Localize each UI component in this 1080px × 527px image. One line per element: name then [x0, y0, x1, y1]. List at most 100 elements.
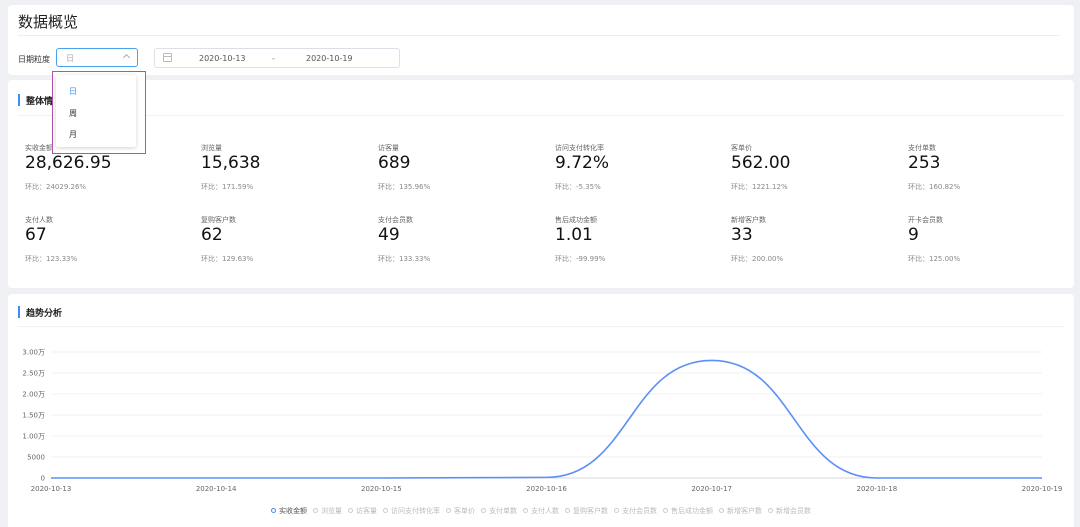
metric-value: 9.72%	[555, 153, 610, 173]
legend-dot-icon	[768, 507, 773, 513]
trend-panel: 趋势分析 0 5000 1.00万 1.50万 2.00万 2.50万 3.00万 2020-…	[8, 294, 1074, 527]
metric-value: 9	[908, 225, 919, 245]
legend-dot-icon	[271, 507, 276, 513]
legend-label: 浏览量	[321, 507, 342, 515]
metric-ratio: 环比：1221.12%	[731, 183, 788, 191]
legend-dot-icon	[719, 507, 724, 513]
legend-item[interactable]: 新增会员数	[768, 506, 811, 516]
overview-divider	[18, 115, 1064, 116]
metric-card: 支付人数 67 环比：123.33%	[25, 215, 185, 264]
metric-value: 28,626.95	[25, 153, 112, 173]
x-tick-label: 2020-10-19	[1022, 485, 1063, 493]
metric-card: 访客量 689 环比：135.96%	[378, 143, 538, 192]
y-tick-label: 2.00万	[22, 391, 45, 399]
legend-label: 新增客户数	[727, 507, 762, 515]
metric-card: 新增客户数 33 环比：200.00%	[731, 215, 891, 264]
date-end-input[interactable]: 2020-10-19	[306, 54, 353, 63]
dropdown-option-day[interactable]: 日	[69, 87, 77, 96]
legend-dot-icon	[565, 507, 570, 513]
legend-item[interactable]: 售后成功金额	[663, 506, 713, 516]
legend-dot-icon	[313, 507, 318, 513]
legend-item[interactable]: 实收金额	[271, 506, 307, 516]
page-title: 数据概览	[18, 13, 79, 31]
granularity-label: 日期粒度	[18, 55, 50, 64]
header-panel: 数据概览 日期粒度 日 2020-10-13 - 2020-10-19	[8, 5, 1074, 75]
granularity-select[interactable]: 日	[56, 48, 138, 67]
date-separator: -	[272, 54, 275, 63]
metric-card: 访问支付转化率 9.72% 环比：-5.35%	[555, 143, 715, 192]
legend-label: 支付会员数	[622, 507, 657, 515]
metric-value: 62	[201, 225, 223, 245]
metric-card: 支付单数 253 环比：160.82%	[908, 143, 1068, 192]
metric-ratio: 环比：125.00%	[908, 255, 961, 263]
legend-item[interactable]: 支付单数	[481, 506, 517, 516]
legend-dot-icon	[614, 507, 619, 513]
metric-ratio: 环比：24029.26%	[25, 183, 87, 191]
date-range-picker[interactable]: 2020-10-13 - 2020-10-19	[154, 48, 400, 68]
legend-dot-icon	[523, 507, 528, 513]
title-divider	[18, 35, 1060, 36]
legend-label: 支付单数	[489, 507, 517, 515]
metric-value: 33	[731, 225, 753, 245]
metric-ratio: 环比：-99.99%	[555, 255, 606, 263]
trend-divider	[18, 326, 1064, 327]
metric-label: 新增客户数	[731, 216, 766, 224]
granularity-dropdown: 日 周 月	[52, 71, 146, 154]
legend-item[interactable]: 客单价	[446, 506, 475, 516]
x-tick-label: 2020-10-17	[691, 485, 732, 493]
metric-label: 支付会员数	[378, 216, 413, 224]
legend-item[interactable]: 访问支付转化率	[383, 506, 440, 516]
legend-item[interactable]: 支付会员数	[614, 506, 657, 516]
y-tick-label: 1.00万	[22, 433, 45, 441]
date-start-input[interactable]: 2020-10-13	[199, 54, 246, 63]
overview-section-title: 整体情况	[18, 94, 62, 107]
legend-item[interactable]: 访客量	[348, 506, 377, 516]
chevron-up-icon	[122, 53, 131, 62]
x-tick-label: 2020-10-16	[526, 485, 567, 493]
metric-label: 支付人数	[25, 216, 53, 224]
metric-card: 客单价 562.00 环比：1221.12%	[731, 143, 891, 192]
x-tick-label: 2020-10-14	[196, 485, 237, 493]
legend-item[interactable]: 复购客户数	[565, 506, 608, 516]
metric-ratio: 环比：133.33%	[378, 255, 431, 263]
metric-card: 浏览量 15,638 环比：171.59%	[201, 143, 361, 192]
legend-item[interactable]: 新增客户数	[719, 506, 762, 516]
legend-dot-icon	[446, 507, 451, 513]
metric-label: 访问支付转化率	[555, 144, 604, 152]
metric-value: 15,638	[201, 153, 261, 173]
metric-label: 访客量	[378, 144, 399, 152]
y-tick-label: 2.50万	[22, 370, 45, 378]
metric-value: 1.01	[555, 225, 593, 245]
metric-ratio: 环比：129.63%	[201, 255, 254, 263]
granularity-dropdown-menu: 日 周 月	[56, 75, 136, 147]
legend-label: 访客量	[356, 507, 377, 515]
metric-value: 253	[908, 153, 941, 173]
overview-panel: 整体情况 实收金额 28,626.95 环比：24029.26% 浏览量 15,…	[8, 80, 1074, 288]
trend-chart: 0 5000 1.00万 1.50万 2.00万 2.50万 3.00万 2020-10-13…	[22, 349, 1063, 494]
calendar-icon	[163, 53, 172, 62]
legend-item[interactable]: 支付人数	[523, 506, 559, 516]
metric-ratio: 环比：160.82%	[908, 183, 961, 191]
metric-value: 49	[378, 225, 400, 245]
legend-label: 实收金额	[279, 507, 307, 515]
dropdown-option-month[interactable]: 月	[69, 130, 77, 139]
chart-legend: 实收金额 浏览量 访客量 访问支付转化率 客单价 支付单数 支付人数 复购客户数 支付会员数 售后…	[8, 506, 1074, 516]
metric-label: 客单价	[731, 144, 752, 152]
x-tick-label: 2020-10-18	[856, 485, 897, 493]
metric-label: 浏览量	[201, 144, 222, 152]
metric-label: 支付单数	[908, 144, 936, 152]
metric-card: 开卡会员数 9 环比：125.00%	[908, 215, 1068, 264]
legend-dot-icon	[481, 507, 486, 513]
legend-label: 复购客户数	[573, 507, 608, 515]
x-tick-label: 2020-10-15	[361, 485, 402, 493]
metric-label: 售后成功金额	[555, 216, 597, 224]
trend-section-title: 趋势分析	[18, 306, 62, 319]
metric-label: 复购客户数	[201, 216, 236, 224]
dropdown-option-week[interactable]: 周	[69, 109, 77, 118]
metric-ratio: 环比：200.00%	[731, 255, 784, 263]
legend-item[interactable]: 浏览量	[313, 506, 342, 516]
metric-ratio: 环比：-5.35%	[555, 183, 601, 191]
x-tick-label: 2020-10-13	[31, 485, 72, 493]
granularity-select-value: 日	[66, 54, 74, 63]
legend-dot-icon	[383, 507, 388, 513]
